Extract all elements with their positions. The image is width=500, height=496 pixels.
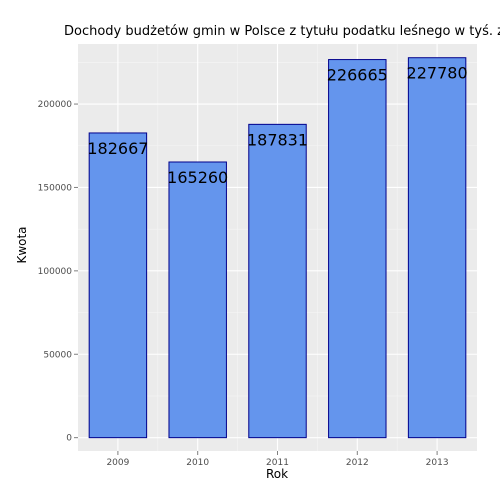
- x-tick-label: 2009: [106, 458, 129, 468]
- bar-value-label-2012: 226665: [327, 66, 388, 85]
- bars: [88, 57, 467, 439]
- x-tick-label: 2011: [266, 458, 289, 468]
- bar-2013: [407, 57, 467, 439]
- y-tick-label: 200000: [38, 100, 73, 110]
- y-tick-label: 50000: [43, 350, 72, 360]
- bar-value-label-2009: 182667: [87, 139, 148, 158]
- y-tick-label: 0: [66, 434, 72, 444]
- bar-value-label-2011: 187831: [247, 130, 308, 149]
- bar-2011: [248, 123, 307, 439]
- chart-title: Dochody budżetów gmin w Polsce z tytułu …: [64, 24, 500, 39]
- x-tick-label: 2010: [186, 458, 209, 468]
- y-axis-ticks: 0 50000 100000 150000 200000: [38, 100, 78, 444]
- y-tick-label: 100000: [38, 267, 73, 277]
- x-axis-ticks: 2009 2010 2011 2012 2013: [106, 451, 449, 468]
- y-tick-label: 150000: [38, 183, 73, 193]
- bar-value-label-2010: 165260: [167, 168, 228, 187]
- x-axis-title: Rok: [266, 467, 288, 481]
- bar-2009: [88, 132, 148, 439]
- y-axis-title: Kwota: [15, 226, 29, 263]
- bar-2012: [328, 59, 387, 439]
- bar-2010: [168, 161, 227, 439]
- x-tick-label: 2012: [346, 458, 369, 468]
- x-tick-label: 2013: [426, 458, 449, 468]
- bar-value-label-2013: 227780: [407, 64, 468, 83]
- bar-value-labels: 182667 165260 187831 226665 227780: [87, 64, 467, 187]
